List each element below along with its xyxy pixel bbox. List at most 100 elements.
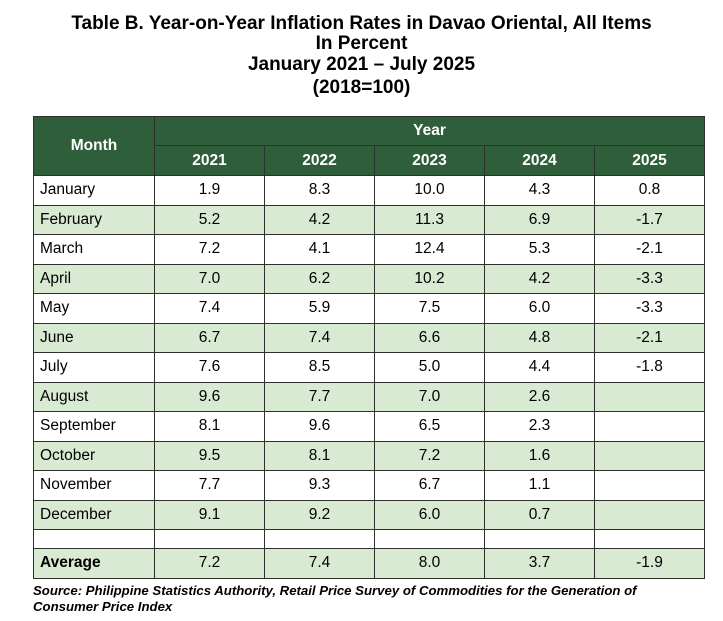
table-row: February 5.2 4.2 11.3 6.9 -1.7 (33, 204, 705, 235)
value-cell: 9.2 (264, 499, 375, 530)
value-cell (594, 470, 705, 501)
value-cell: 9.3 (264, 470, 375, 501)
spacer-cell (264, 529, 375, 549)
table-row: December 9.1 9.2 6.0 0.7 (33, 499, 705, 530)
value-cell: 6.0 (374, 499, 485, 530)
value-cell (594, 440, 705, 471)
value-cell: 4.1 (264, 234, 375, 265)
month-cell: August (33, 381, 155, 412)
value-cell: 9.6 (154, 381, 265, 412)
value-cell: 4.4 (484, 352, 595, 383)
value-cell: 9.1 (154, 499, 265, 530)
spacer-row (33, 529, 705, 549)
month-cell: June (33, 322, 155, 353)
value-cell: 6.7 (374, 470, 485, 501)
table-row: May 7.4 5.9 7.5 6.0 -3.3 (33, 293, 705, 324)
value-cell: 5.2 (154, 204, 265, 235)
value-cell: 11.3 (374, 204, 485, 235)
value-cell: -2.1 (594, 234, 705, 265)
value-cell: 6.9 (484, 204, 595, 235)
value-cell: 12.4 (374, 234, 485, 265)
value-cell: 0.7 (484, 499, 595, 530)
value-cell: 6.5 (374, 411, 485, 442)
value-cell: 6.7 (154, 322, 265, 353)
value-cell: -2.1 (594, 322, 705, 353)
spacer-cell (594, 529, 705, 549)
value-cell: 4.2 (264, 204, 375, 235)
month-column-header: Month (33, 116, 155, 176)
value-cell: 7.4 (264, 322, 375, 353)
year-header-2023: 2023 (374, 145, 485, 176)
table-body: January 1.9 8.3 10.0 4.3 0.8 February 5.2 4.2 11.… (33, 175, 705, 579)
average-value-cell: 7.2 (154, 548, 265, 579)
table-row: March 7.2 4.1 12.4 5.3 -2.1 (33, 234, 705, 265)
average-value-cell: 3.7 (484, 548, 595, 579)
value-cell: 6.6 (374, 322, 485, 353)
year-header-2025: 2025 (594, 145, 705, 176)
value-cell: 8.1 (264, 440, 375, 471)
value-cell: 4.2 (484, 263, 595, 294)
value-cell: 6.2 (264, 263, 375, 294)
value-cell: 7.4 (154, 293, 265, 324)
value-cell: 4.8 (484, 322, 595, 353)
average-label: Average (33, 548, 155, 579)
value-cell: -1.7 (594, 204, 705, 235)
month-cell: July (33, 352, 155, 383)
value-cell: 9.6 (264, 411, 375, 442)
value-cell (594, 411, 705, 442)
value-cell: -3.3 (594, 293, 705, 324)
value-cell (594, 499, 705, 530)
year-header-2024: 2024 (484, 145, 595, 176)
value-cell: 10.0 (374, 175, 485, 206)
value-cell: -1.8 (594, 352, 705, 383)
value-cell: 5.0 (374, 352, 485, 383)
table-row: July 7.6 8.5 5.0 4.4 -1.8 (33, 352, 705, 383)
value-cell: 7.2 (374, 440, 485, 471)
value-cell: 1.9 (154, 175, 265, 206)
month-cell: April (33, 263, 155, 294)
value-cell: 7.6 (154, 352, 265, 383)
value-cell: 8.3 (264, 175, 375, 206)
value-cell: 5.9 (264, 293, 375, 324)
value-cell: 9.5 (154, 440, 265, 471)
table-row: January 1.9 8.3 10.0 4.3 0.8 (33, 175, 705, 206)
spacer-cell (484, 529, 595, 549)
spacer-cell (154, 529, 265, 549)
title-line-1: Table B. Year-on-Year Inflation Rates in… (71, 13, 652, 34)
title-line-4: (2018=100) (312, 77, 411, 98)
title-line-3: January 2021 – July 2025 (247, 54, 476, 75)
source-note: Source: Philippine Statistics Authority,… (33, 583, 637, 614)
value-cell: 1.1 (484, 470, 595, 501)
value-cell: 5.3 (484, 234, 595, 265)
value-cell: 2.6 (484, 381, 595, 412)
value-cell: 8.5 (264, 352, 375, 383)
spacer-cell (33, 529, 155, 549)
value-cell: 7.7 (264, 381, 375, 412)
month-cell: October (33, 440, 155, 471)
value-cell: 7.7 (154, 470, 265, 501)
month-cell: September (33, 411, 155, 442)
month-cell: January (33, 175, 155, 206)
value-cell: 7.0 (374, 381, 485, 412)
month-cell: March (33, 234, 155, 265)
value-cell: 6.0 (484, 293, 595, 324)
value-cell (594, 381, 705, 412)
value-cell: 0.8 (594, 175, 705, 206)
value-cell: 10.2 (374, 263, 485, 294)
spacer-cell (374, 529, 485, 549)
year-column-header: Year (154, 115, 705, 147)
inflation-table: Month Year 2021 2022 2023 2024 2025 Janu… (33, 115, 705, 579)
month-cell: February (33, 204, 155, 235)
value-cell: 7.2 (154, 234, 265, 265)
table-row: September 8.1 9.6 6.5 2.3 (33, 411, 705, 442)
year-header-2022: 2022 (264, 145, 375, 176)
month-cell: May (33, 293, 155, 324)
table-row: April 7.0 6.2 10.2 4.2 -3.3 (33, 263, 705, 294)
average-value-cell: 8.0 (374, 548, 485, 579)
value-cell: 1.6 (484, 440, 595, 471)
value-cell: 4.3 (484, 175, 595, 206)
table-row: November 7.7 9.3 6.7 1.1 (33, 470, 705, 501)
value-cell: -3.3 (594, 263, 705, 294)
table-title: Table B. Year-on-Year Inflation Rates in… (0, 14, 723, 100)
month-cell: November (33, 470, 155, 501)
